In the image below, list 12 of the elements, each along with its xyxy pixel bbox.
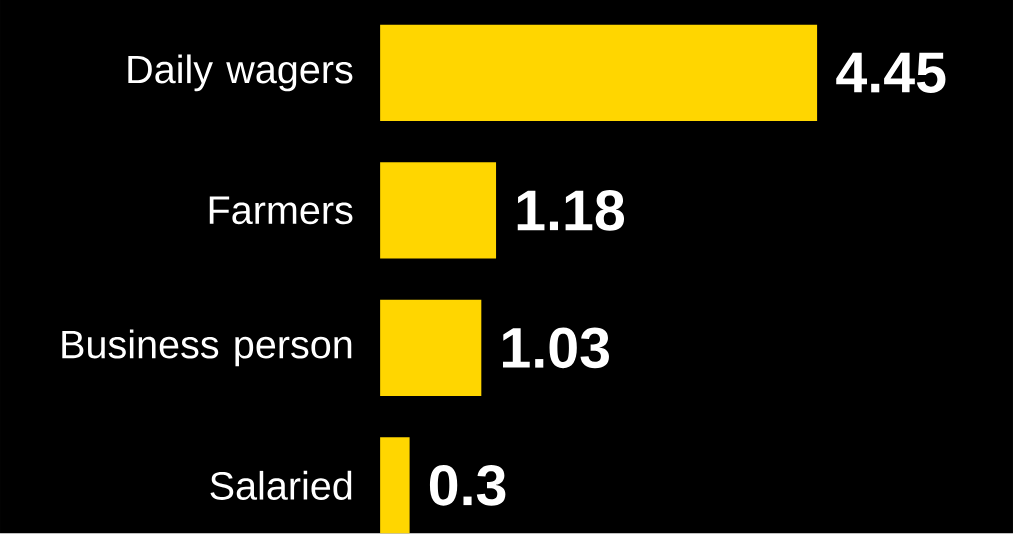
bar	[380, 437, 410, 534]
y-tick-label: Farmers	[209, 196, 353, 225]
bar	[380, 24, 818, 122]
data-label: 1.03	[503, 327, 609, 369]
y-tick-label: Daily wagers	[128, 54, 353, 92]
y-tick-label: Salaried	[210, 471, 352, 501]
data-label: 4.45	[836, 53, 946, 94]
y-tick-label: Business person	[62, 329, 352, 367]
data-label: 0.3	[429, 465, 506, 506]
data-label: 1.18	[517, 190, 625, 231]
bar	[380, 162, 497, 259]
bar	[380, 299, 482, 397]
